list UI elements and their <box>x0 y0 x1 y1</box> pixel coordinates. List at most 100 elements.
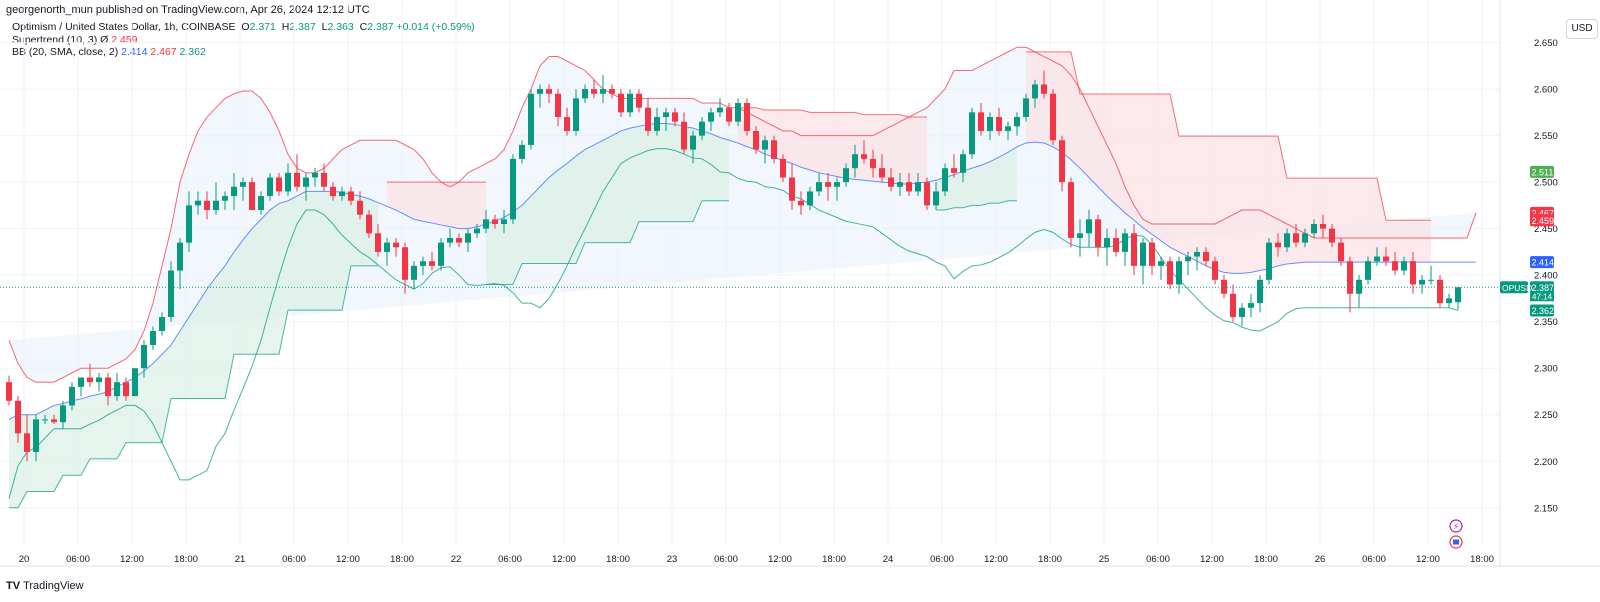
price-label-box <box>1530 304 1554 317</box>
candle-body <box>528 93 534 145</box>
symbol-title[interactable]: Optimism / United States Dollar, 1h, COI… <box>12 21 236 33</box>
y-tick-label: 2.400 <box>1534 271 1558 282</box>
candle-body <box>618 93 624 113</box>
candle-body <box>1149 242 1155 266</box>
candle-body <box>1410 261 1416 285</box>
chart-axes: 2.650 2.600 2.550 2.500 2.450 2.400 2.350 2.300… <box>0 0 1600 567</box>
candle-body <box>132 368 138 397</box>
candle-body <box>609 89 615 94</box>
candle-body <box>1122 233 1128 252</box>
x-tick-label: 23 <box>667 554 678 565</box>
candle-body <box>960 154 966 173</box>
candle-body <box>1077 233 1083 238</box>
close-label: C <box>359 21 368 33</box>
low-value: 2.363 <box>327 21 354 33</box>
candle-body <box>240 182 246 187</box>
x-tick-label: 20 <box>19 554 30 565</box>
candle-body <box>177 242 183 271</box>
tradingview-footer[interactable]: TV TradingView <box>6 580 84 592</box>
close-value: 2.387 <box>367 21 394 33</box>
candle-body <box>384 242 390 252</box>
x-tick-label: 18:00 <box>1254 554 1278 565</box>
candle-body <box>636 93 642 108</box>
candle-body <box>717 107 723 113</box>
candle-body <box>348 191 354 201</box>
candle-body <box>456 237 462 243</box>
candle-body <box>555 93 561 117</box>
candle-body <box>897 182 903 187</box>
x-tick-label: 12:00 <box>1200 554 1224 565</box>
candle-body <box>501 219 507 224</box>
candle-body <box>537 89 543 94</box>
candle-body <box>105 377 111 397</box>
price-label-text: 2.414 <box>1532 258 1555 268</box>
candle-body <box>1113 237 1119 252</box>
candle-body <box>1068 182 1074 238</box>
candle-body <box>843 168 849 183</box>
supertrend-fill <box>936 146 1017 211</box>
candle-body <box>789 177 795 201</box>
supertrend-line <box>9 442 135 509</box>
x-tick-label: 12:00 <box>336 554 360 565</box>
tradingview-brand: TradingView <box>23 580 84 592</box>
candle-body <box>312 172 318 178</box>
bb-upper-line <box>8 46 1477 383</box>
x-tick-label: 12:00 <box>984 554 1008 565</box>
candle-body <box>1194 251 1200 257</box>
x-tick-label: 21 <box>235 554 246 565</box>
y-tick-label: 2.150 <box>1534 503 1558 514</box>
y-tick-label: 2.550 <box>1534 131 1558 142</box>
bb-label[interactable]: BB (20, SMA, close, 2) <box>12 46 119 58</box>
candle-body <box>258 196 264 211</box>
price-label-text: 2.362 <box>1532 306 1555 316</box>
x-tick-label: 06:00 <box>1362 554 1386 565</box>
currency-button[interactable]: USD <box>1566 19 1598 39</box>
supertrend-fill <box>738 107 927 184</box>
candle-body <box>339 191 345 197</box>
candle-body <box>429 261 435 266</box>
bb-basis-line <box>8 123 1476 420</box>
y-tick-label: 2.450 <box>1534 224 1558 235</box>
countdown-text: 47:14 <box>1532 292 1553 301</box>
candle-body <box>663 112 669 117</box>
x-tick-label: 12:00 <box>552 554 576 565</box>
candle-body <box>42 419 48 421</box>
candle-body <box>591 89 597 94</box>
high-value: 2.387 <box>289 21 316 33</box>
candle-body <box>546 89 552 94</box>
candle-body <box>1275 242 1281 248</box>
candle-body <box>1095 219 1101 248</box>
price-label-text: 2.511 <box>1532 167 1554 177</box>
candle-body <box>852 154 858 169</box>
candle-body <box>888 177 894 187</box>
candle-body <box>195 200 201 206</box>
candle-body <box>951 168 957 173</box>
supertrend-fill <box>9 377 135 508</box>
candle-body <box>303 177 309 187</box>
tradingview-logo-icon: TV <box>6 580 21 592</box>
price-label-text: 2.459 <box>1532 216 1555 226</box>
price-label-box <box>1530 165 1554 178</box>
candle-body <box>744 103 750 131</box>
candle-body <box>375 233 381 252</box>
candles <box>6 70 1461 462</box>
candle-body <box>276 177 282 192</box>
candle-body <box>771 140 777 159</box>
candle-body <box>1167 261 1173 285</box>
candle-body <box>1230 293 1236 318</box>
candle-body <box>393 242 399 248</box>
y-tick-label: 2.350 <box>1534 317 1558 328</box>
candle-body <box>366 214 372 234</box>
chart-overlay: ⚡ <box>0 286 1500 549</box>
candle-body <box>159 317 165 331</box>
candle-body <box>969 112 975 155</box>
x-tick-label: 26 <box>1315 554 1326 565</box>
candle-body <box>294 172 300 187</box>
x-tick-label: 18:00 <box>390 554 414 565</box>
candle-body <box>1419 279 1425 285</box>
symbol-row[interactable]: Optimism / United States Dollar, 1h, COI… <box>12 21 475 34</box>
candle-body <box>708 112 714 122</box>
candle-body <box>1293 233 1299 243</box>
